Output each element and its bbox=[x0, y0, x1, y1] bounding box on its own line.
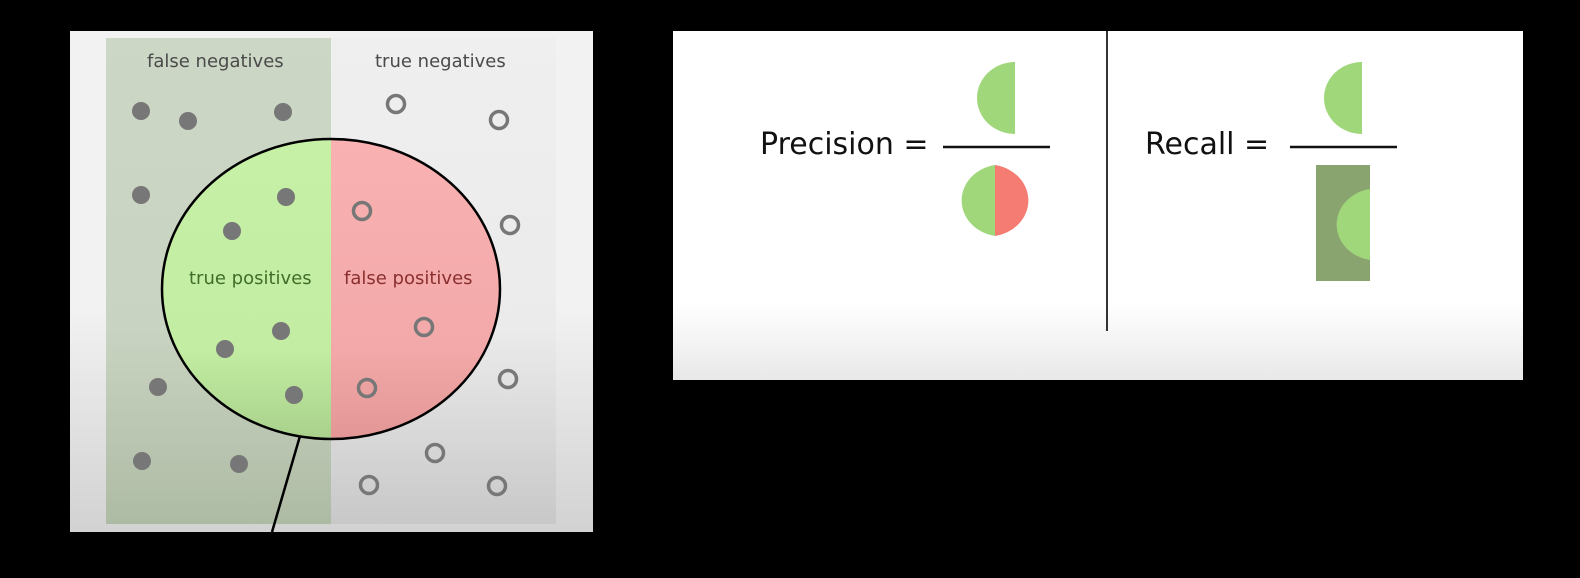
relevant-points bbox=[132, 102, 303, 473]
true-positives-region bbox=[162, 139, 331, 439]
non-relevant-point bbox=[488, 109, 510, 131]
non-relevant-point bbox=[499, 214, 521, 236]
selection-diagram-svg bbox=[106, 38, 556, 532]
selection-diagram: false negatives true negatives true posi… bbox=[70, 31, 593, 532]
formulas-panel: Precision = Recall = bbox=[673, 31, 1523, 380]
non-relevant-point bbox=[486, 475, 508, 497]
formulas-svg bbox=[943, 31, 1397, 331]
relevant-point bbox=[132, 186, 150, 204]
true-negatives-label: true negatives bbox=[375, 51, 506, 72]
precision-numerator-half-disc bbox=[977, 62, 1015, 134]
non-relevant-point bbox=[358, 474, 380, 496]
relevant-point bbox=[133, 452, 151, 470]
relevant-point bbox=[272, 322, 290, 340]
non-relevant-point bbox=[351, 200, 373, 222]
relevant-point bbox=[230, 455, 248, 473]
recall-label: Recall = bbox=[1145, 127, 1270, 162]
relevant-point bbox=[216, 340, 234, 358]
non-relevant-point bbox=[356, 377, 378, 399]
precision-denominator-red-half bbox=[995, 165, 1029, 236]
non-relevant-point bbox=[497, 368, 519, 390]
relevant-point bbox=[277, 188, 295, 206]
non-relevant-point bbox=[424, 442, 446, 464]
non-relevant-points bbox=[351, 93, 521, 497]
relevant-point bbox=[223, 222, 241, 240]
precision-denominator-green-half bbox=[961, 165, 995, 236]
relevant-point bbox=[179, 112, 197, 130]
relevant-point bbox=[149, 378, 167, 396]
selected-elements-outline bbox=[160, 137, 502, 441]
recall-numerator-half-disc bbox=[1324, 62, 1362, 134]
relevant-point bbox=[274, 103, 292, 121]
false-negatives-label: false negatives bbox=[147, 51, 284, 72]
non-relevant-point bbox=[385, 93, 407, 115]
non-relevant-point bbox=[413, 316, 435, 338]
pointer-line bbox=[270, 435, 302, 532]
false-positives-region bbox=[331, 139, 500, 439]
relevant-point bbox=[132, 102, 150, 120]
recall-denominator-half-disc bbox=[1336, 189, 1370, 260]
relevant-point bbox=[285, 386, 303, 404]
true-positives-label: true positives bbox=[189, 268, 312, 289]
false-positives-label: false positives bbox=[344, 268, 473, 289]
precision-label: Precision = bbox=[760, 127, 929, 162]
